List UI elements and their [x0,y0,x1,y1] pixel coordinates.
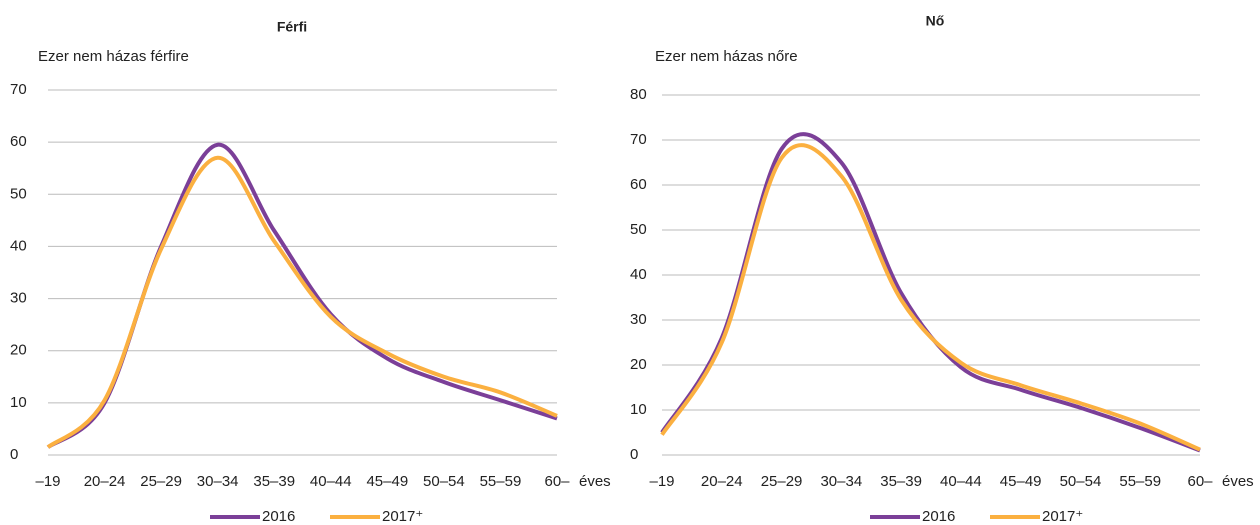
y-tick-label: 70 [630,131,647,148]
x-tick-label: 45–49 [1000,473,1042,490]
x-tick-label: 35–39 [253,473,295,490]
x-tick-label: 20–24 [84,473,126,490]
chart-title: Nő [926,13,945,29]
y-tick-label: 30 [630,311,647,328]
y-tick-label: 80 [630,86,647,103]
y-tick-label: 50 [10,185,27,202]
chart-title: Férfi [277,19,307,35]
y-tick-label: 10 [10,394,27,411]
y-tick-label: 20 [630,356,647,373]
x-tick-label: 40–44 [310,473,352,490]
x-tick-label: –19 [649,473,674,490]
x-tick-label: 35–39 [880,473,922,490]
x-tick-label: 45–49 [366,473,408,490]
y-tick-label: 50 [630,221,647,238]
line-series [46,142,558,449]
y-axis-label: Ezer nem házas nőre [655,48,798,65]
x-tick-label: 30–34 [197,473,239,490]
line-series [46,155,558,449]
x-tick-label: 25–29 [761,473,803,490]
y-tick-label: 10 [630,401,647,418]
x-tick-label: 50–54 [423,473,465,490]
legend-label: 2017⁺ [1042,508,1083,525]
y-tick-label: 30 [10,290,27,307]
x-tick-label: 20–24 [701,473,743,490]
x-tick-label: –19 [35,473,60,490]
legend-label: 2017⁺ [382,508,423,525]
x-tick-label: 60– [1187,473,1213,490]
y-tick-label: 60 [10,133,27,150]
x-tick-label: 25–29 [140,473,182,490]
x-tick-label: 50–54 [1060,473,1102,490]
y-tick-label: 40 [10,237,27,254]
y-tick-label: 60 [630,176,647,193]
x-tick-label: 30–34 [820,473,862,490]
y-tick-label: 0 [10,446,18,463]
line-series [660,132,1201,453]
legend-label: 2016 [262,508,295,525]
line-series [660,143,1201,452]
y-tick-label: 40 [630,266,647,283]
x-tick-label: 55–59 [480,473,522,490]
x-tick-label: 40–44 [940,473,982,490]
legend-label: 2016 [922,508,955,525]
x-axis-label: éves [579,473,611,490]
y-tick-label: 70 [10,81,27,98]
x-tick-label: 60– [544,473,570,490]
y-tick-label: 20 [10,342,27,359]
y-axis-label: Ezer nem házas férfire [38,48,189,65]
x-tick-label: 55–59 [1119,473,1161,490]
x-axis-label: éves [1222,473,1254,490]
y-tick-label: 0 [630,446,638,463]
